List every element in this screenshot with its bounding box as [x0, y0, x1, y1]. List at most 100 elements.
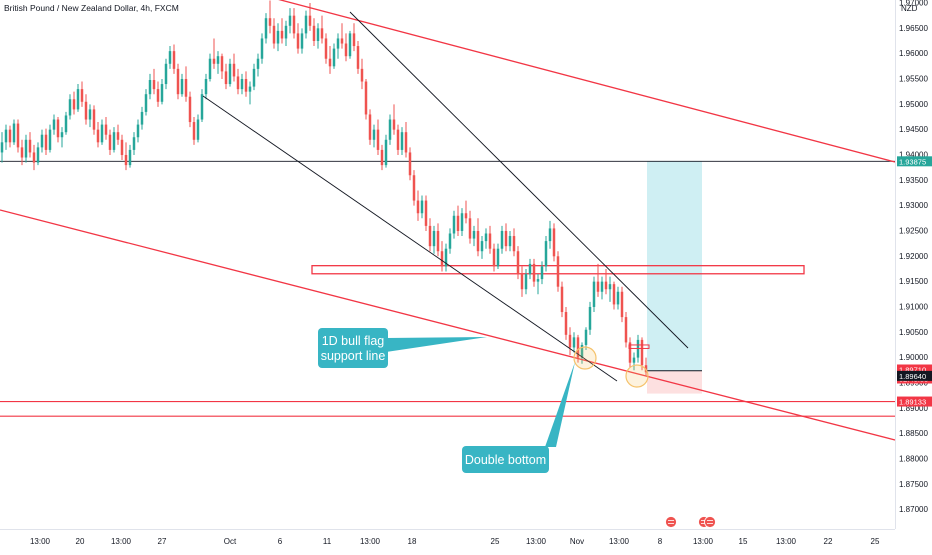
- candle[interactable]: [92, 105, 96, 135]
- candle[interactable]: [396, 124, 400, 155]
- candle[interactable]: [168, 46, 172, 69]
- candle[interactable]: [316, 23, 320, 49]
- candle[interactable]: [148, 73, 152, 100]
- candle[interactable]: [44, 128, 48, 155]
- candle[interactable]: [448, 228, 452, 254]
- candle[interactable]: [472, 225, 476, 247]
- candle[interactable]: [112, 127, 116, 153]
- candle[interactable]: [420, 195, 424, 219]
- candle[interactable]: [228, 58, 232, 87]
- candle[interactable]: [616, 286, 620, 310]
- candle[interactable]: [104, 116, 108, 140]
- candle[interactable]: [524, 268, 528, 295]
- candle[interactable]: [432, 225, 436, 254]
- candle[interactable]: [632, 352, 636, 371]
- candle[interactable]: [0, 132, 4, 163]
- candle[interactable]: [132, 132, 136, 155]
- candle[interactable]: [392, 104, 396, 135]
- candle[interactable]: [364, 78, 368, 120]
- candle[interactable]: [476, 218, 480, 257]
- candle[interactable]: [536, 274, 540, 295]
- candle[interactable]: [464, 200, 468, 224]
- candle[interactable]: [440, 241, 444, 272]
- candle[interactable]: [620, 286, 624, 323]
- candle[interactable]: [488, 225, 492, 254]
- candle[interactable]: [68, 94, 72, 120]
- candle[interactable]: [276, 23, 280, 52]
- candle[interactable]: [480, 236, 484, 259]
- candle[interactable]: [192, 116, 196, 145]
- candle[interactable]: [512, 228, 516, 257]
- candle[interactable]: [300, 28, 304, 54]
- candle[interactable]: [156, 81, 160, 107]
- candle[interactable]: [408, 147, 412, 181]
- candle[interactable]: [452, 210, 456, 239]
- candle[interactable]: [232, 53, 236, 82]
- candle[interactable]: [280, 18, 284, 44]
- candle[interactable]: [544, 236, 548, 272]
- candle[interactable]: [264, 13, 268, 44]
- candle[interactable]: [456, 205, 460, 237]
- candle[interactable]: [52, 114, 56, 135]
- economic-event-marker[interactable]: [704, 516, 716, 528]
- candle[interactable]: [468, 210, 472, 244]
- candle[interactable]: [548, 220, 552, 249]
- candle[interactable]: [88, 104, 92, 128]
- candle[interactable]: [384, 134, 388, 168]
- candle[interactable]: [252, 63, 256, 91]
- candle[interactable]: [460, 208, 464, 237]
- candle[interactable]: [96, 122, 100, 148]
- candle[interactable]: [568, 327, 572, 356]
- candle[interactable]: [48, 124, 52, 153]
- bull-flag-callout-box[interactable]: [318, 328, 388, 368]
- candle[interactable]: [320, 15, 324, 44]
- candle[interactable]: [164, 58, 168, 90]
- candle[interactable]: [28, 132, 32, 158]
- candle[interactable]: [60, 127, 64, 148]
- candle[interactable]: [492, 243, 496, 272]
- candle[interactable]: [592, 276, 596, 313]
- candle[interactable]: [528, 258, 532, 280]
- candle[interactable]: [500, 225, 504, 254]
- candle[interactable]: [256, 53, 260, 77]
- candle[interactable]: [100, 119, 104, 145]
- candle[interactable]: [304, 10, 308, 39]
- candle[interactable]: [400, 127, 404, 155]
- candle[interactable]: [612, 281, 616, 310]
- candle[interactable]: [552, 223, 556, 262]
- candle[interactable]: [268, 0, 272, 34]
- candle[interactable]: [324, 33, 328, 64]
- candle[interactable]: [584, 327, 588, 351]
- candle[interactable]: [556, 251, 560, 292]
- candle[interactable]: [624, 312, 628, 348]
- candle[interactable]: [72, 91, 76, 115]
- candle[interactable]: [180, 73, 184, 97]
- candle[interactable]: [296, 23, 300, 54]
- candle[interactable]: [508, 230, 512, 252]
- candle[interactable]: [160, 78, 164, 105]
- candle[interactable]: [12, 119, 16, 145]
- candle[interactable]: [372, 124, 376, 148]
- candle[interactable]: [588, 301, 592, 335]
- candle[interactable]: [572, 332, 576, 353]
- candle[interactable]: [640, 337, 644, 371]
- candle[interactable]: [424, 195, 428, 231]
- candle[interactable]: [244, 71, 248, 97]
- candle[interactable]: [340, 23, 344, 49]
- candle[interactable]: [368, 109, 372, 145]
- candle[interactable]: [428, 218, 432, 252]
- candle[interactable]: [124, 142, 128, 171]
- candle[interactable]: [520, 266, 524, 297]
- candle[interactable]: [600, 276, 604, 300]
- candle[interactable]: [4, 124, 8, 150]
- candle[interactable]: [344, 33, 348, 62]
- candle[interactable]: [284, 20, 288, 47]
- candle[interactable]: [36, 142, 40, 166]
- candle[interactable]: [16, 119, 20, 153]
- candle[interactable]: [128, 144, 132, 168]
- candle[interactable]: [56, 116, 60, 143]
- candle[interactable]: [532, 258, 536, 287]
- candle[interactable]: [352, 23, 356, 52]
